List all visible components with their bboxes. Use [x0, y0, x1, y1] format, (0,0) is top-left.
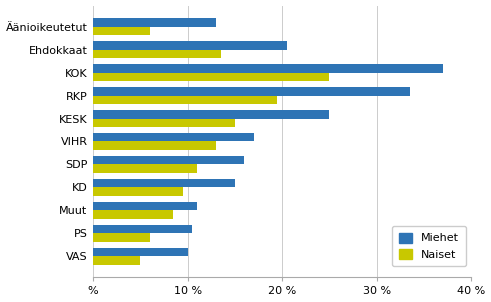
- Bar: [93, 210, 173, 219]
- Bar: [93, 156, 245, 165]
- Legend: Miehet, Naiset: Miehet, Naiset: [392, 226, 466, 266]
- Bar: [93, 256, 140, 265]
- Bar: [93, 95, 277, 104]
- Bar: [93, 133, 254, 141]
- Bar: [93, 18, 216, 27]
- Bar: [93, 118, 235, 127]
- Bar: [93, 233, 150, 242]
- Bar: [93, 165, 197, 173]
- Bar: [93, 27, 150, 35]
- Bar: [93, 72, 329, 81]
- Bar: [93, 225, 192, 233]
- Bar: [93, 248, 188, 256]
- Bar: [93, 64, 443, 72]
- Bar: [93, 50, 220, 58]
- Bar: [93, 188, 183, 196]
- Bar: [93, 202, 197, 210]
- Bar: [93, 110, 329, 118]
- Bar: [93, 141, 216, 150]
- Bar: [93, 41, 287, 50]
- Bar: [93, 87, 410, 95]
- Bar: [93, 179, 235, 188]
